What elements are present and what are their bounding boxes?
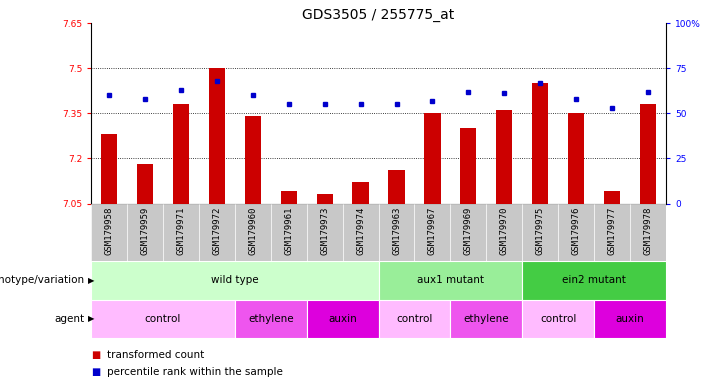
Bar <box>163 204 199 261</box>
Text: GSM179961: GSM179961 <box>284 207 293 255</box>
Text: agent: agent <box>54 314 84 324</box>
Bar <box>209 68 225 204</box>
Text: wild type: wild type <box>211 275 259 285</box>
Bar <box>522 300 594 338</box>
Text: auxin: auxin <box>615 314 644 324</box>
Text: ■: ■ <box>91 367 100 377</box>
Bar <box>173 104 189 204</box>
Text: ■: ■ <box>91 350 100 360</box>
Bar <box>594 300 666 338</box>
Bar <box>235 300 307 338</box>
Bar <box>522 261 666 300</box>
Bar <box>307 300 379 338</box>
Text: GSM179971: GSM179971 <box>177 207 186 255</box>
Text: percentile rank within the sample: percentile rank within the sample <box>107 367 283 377</box>
Text: ▶: ▶ <box>88 314 94 323</box>
Text: auxin: auxin <box>328 314 357 324</box>
Text: GSM179963: GSM179963 <box>392 207 401 255</box>
Bar <box>91 204 127 261</box>
Title: GDS3505 / 255775_at: GDS3505 / 255775_at <box>302 8 455 22</box>
Text: GSM179969: GSM179969 <box>464 207 473 255</box>
Text: ethylene: ethylene <box>248 314 294 324</box>
Text: aux1 mutant: aux1 mutant <box>417 275 484 285</box>
Bar <box>604 192 620 204</box>
Bar <box>379 204 414 261</box>
Text: control: control <box>396 314 433 324</box>
Bar <box>127 204 163 261</box>
Text: control: control <box>145 314 181 324</box>
Bar <box>630 204 666 261</box>
Bar <box>353 182 369 204</box>
Text: ethylene: ethylene <box>463 314 509 324</box>
Bar <box>414 204 450 261</box>
Text: GSM179975: GSM179975 <box>536 207 545 255</box>
Bar <box>137 164 153 204</box>
Text: GSM179976: GSM179976 <box>571 207 580 255</box>
Bar <box>640 104 656 204</box>
Bar <box>91 261 379 300</box>
Text: GSM179974: GSM179974 <box>356 207 365 255</box>
Bar <box>343 204 379 261</box>
Text: control: control <box>540 314 576 324</box>
Text: GSM179973: GSM179973 <box>320 207 329 255</box>
Bar <box>450 204 486 261</box>
Bar <box>199 204 235 261</box>
Bar <box>486 204 522 261</box>
Bar <box>271 204 307 261</box>
Text: genotype/variation: genotype/variation <box>0 275 84 285</box>
Bar <box>280 192 297 204</box>
Bar <box>235 204 271 261</box>
Bar <box>450 300 522 338</box>
Bar <box>424 113 440 204</box>
Text: ein2 mutant: ein2 mutant <box>562 275 626 285</box>
Bar <box>379 300 450 338</box>
Bar <box>568 113 584 204</box>
Bar <box>558 204 594 261</box>
Bar <box>101 134 117 204</box>
Bar <box>594 204 630 261</box>
Bar <box>317 194 333 204</box>
Text: GSM179970: GSM179970 <box>500 207 509 255</box>
Bar <box>91 300 235 338</box>
Text: GSM179958: GSM179958 <box>104 207 114 255</box>
Bar <box>245 116 261 204</box>
Bar <box>522 204 558 261</box>
Text: GSM179978: GSM179978 <box>644 207 653 255</box>
Text: ▶: ▶ <box>88 276 94 285</box>
Text: GSM179972: GSM179972 <box>212 207 222 255</box>
Bar <box>307 204 343 261</box>
Bar <box>496 110 512 204</box>
Text: GSM179960: GSM179960 <box>248 207 257 255</box>
Bar <box>388 170 404 204</box>
Text: GSM179967: GSM179967 <box>428 207 437 255</box>
Text: GSM179977: GSM179977 <box>608 207 617 255</box>
Bar <box>532 83 548 204</box>
Text: GSM179959: GSM179959 <box>140 207 149 255</box>
Bar <box>379 261 522 300</box>
Text: transformed count: transformed count <box>107 350 204 360</box>
Bar <box>461 128 477 204</box>
